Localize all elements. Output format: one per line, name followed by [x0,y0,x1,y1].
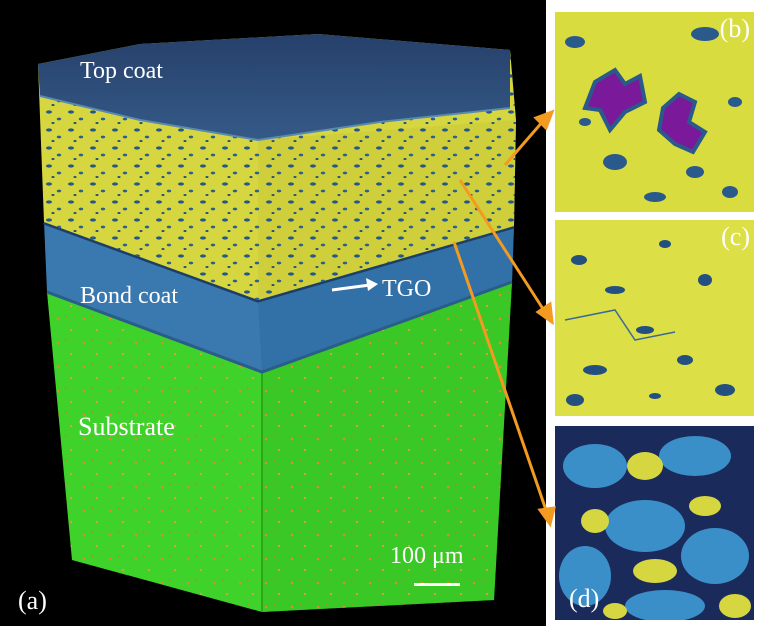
panel-label-a: (a) [18,586,47,615]
label-substrate: Substrate [78,412,175,441]
scale-bar [414,583,460,586]
large-pore-2 [656,91,708,155]
top-surface [38,34,510,140]
scale-bar-label: 100 μm [390,543,464,569]
slice-c [555,220,754,416]
volume-render [38,34,516,612]
panel-label-b: (b) [719,14,750,43]
tgo-arrow-icon [331,278,378,292]
label-top-coat: Top coat [80,58,163,84]
panel-b-top-coat-slice: (b) [555,12,754,212]
panel-a-3d-volume: Top coat Bond coat TGO Substrate 100 μm … [0,0,546,626]
label-bond-coat: Bond coat [80,283,178,309]
slice-b [555,12,754,212]
panel-d-bond-coat-slice: (d) [555,426,754,620]
panel-c-top-coat-slice: (c) [555,220,754,416]
label-tgo: TGO [382,276,432,302]
panel-label-d: (d) [569,584,600,613]
slice-d [555,426,754,620]
panel-label-c: (c) [721,222,750,251]
large-pore-1 [582,67,648,134]
